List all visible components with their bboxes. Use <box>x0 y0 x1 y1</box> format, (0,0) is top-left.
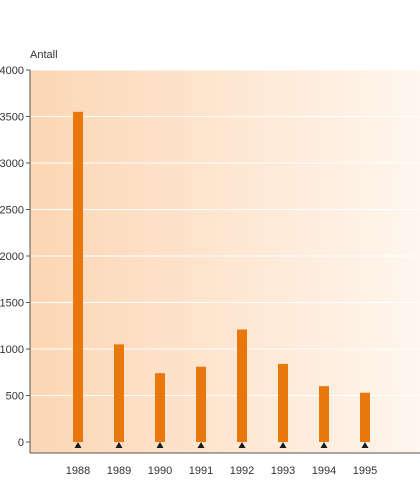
x-tick-label: 1995 <box>353 465 377 477</box>
bars <box>73 111 370 442</box>
y-axis-label: Antall <box>30 49 58 61</box>
x-axis-markers <box>74 442 369 448</box>
bar <box>237 329 247 442</box>
bar <box>114 344 124 442</box>
x-tick-label: 1989 <box>107 465 131 477</box>
y-tick-label: 3000 <box>0 158 24 170</box>
y-tick-label: 1500 <box>0 298 24 310</box>
y-tick-label: 0 <box>18 437 24 449</box>
y-tick-label: 4000 <box>0 65 24 77</box>
x-marker-triangle <box>156 442 164 448</box>
x-marker-triangle <box>361 442 369 448</box>
x-marker-triangle <box>320 442 328 448</box>
y-tick-label: 1000 <box>0 344 24 356</box>
bar <box>319 386 329 442</box>
x-tick-label: 1988 <box>66 465 90 477</box>
y-tick-label: 3500 <box>0 112 24 124</box>
plot-background <box>30 70 420 453</box>
x-marker-triangle <box>74 442 82 448</box>
bar <box>155 373 165 442</box>
x-tick-label: 1992 <box>230 465 254 477</box>
x-tick-label: 1993 <box>271 465 295 477</box>
x-marker-triangle <box>279 442 287 448</box>
bar <box>360 392 370 442</box>
x-axis-ticks: 1988 1989 1990 1991 1992 1993 1994 1995 <box>66 465 377 477</box>
x-marker-triangle <box>238 442 246 448</box>
bar <box>73 111 83 442</box>
x-tick-label: 1990 <box>148 465 172 477</box>
bar <box>278 363 288 442</box>
x-tick-label: 1994 <box>312 465 336 477</box>
bar <box>196 366 206 442</box>
y-tick-label: 2500 <box>0 205 24 217</box>
y-tick-label: 500 <box>6 391 24 403</box>
y-tick-label: 2000 <box>0 251 24 263</box>
x-tick-label: 1991 <box>189 465 213 477</box>
gridlines <box>30 69 420 396</box>
y-axis-ticks: 0 500 1000 1500 2000 2500 3000 3500 4000 <box>0 65 30 449</box>
x-marker-triangle <box>115 442 123 448</box>
x-marker-triangle <box>197 442 205 448</box>
